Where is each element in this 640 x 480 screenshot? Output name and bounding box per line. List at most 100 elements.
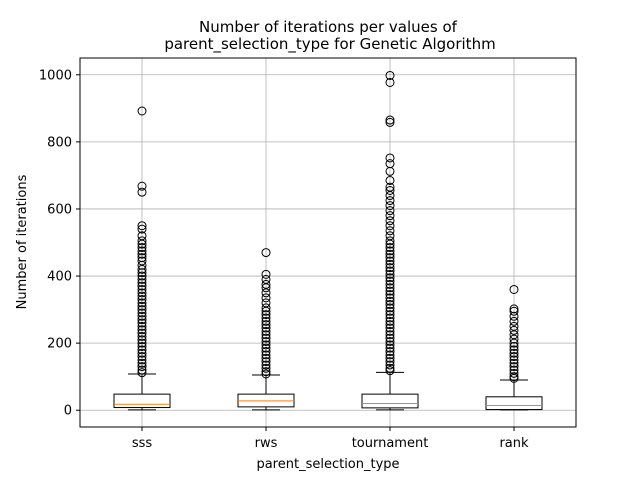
outlier-point <box>385 279 395 289</box>
outlier-point <box>385 353 395 363</box>
outlier-point <box>137 221 147 231</box>
outlier-point <box>137 271 147 281</box>
outlier-point <box>385 343 395 353</box>
outlier-point <box>509 368 519 378</box>
y-tick-label: 0 <box>64 404 72 419</box>
outlier-point <box>509 304 519 314</box>
outlier-point <box>385 77 395 87</box>
chart-title-line-2: parent_selection_type for Genetic Algori… <box>164 35 495 54</box>
outlier-point <box>137 268 147 278</box>
y-tick-label: 1000 <box>39 68 72 83</box>
outlier-point <box>261 336 271 346</box>
outlier-point <box>137 187 147 197</box>
outlier-point <box>385 239 395 249</box>
outlier-point <box>385 175 395 185</box>
outlier-point <box>261 306 271 316</box>
outlier-point <box>385 166 395 176</box>
outlier-point <box>137 281 147 291</box>
outlier-point <box>385 196 395 206</box>
outlier-point <box>385 313 395 323</box>
outlier-point <box>137 331 147 341</box>
outlier-point <box>137 284 147 294</box>
outlier-point <box>137 358 147 368</box>
outlier-point <box>137 106 147 116</box>
outlier-point <box>385 206 395 216</box>
outlier-point <box>385 253 395 263</box>
outlier-point <box>137 274 147 284</box>
outlier-point <box>261 288 271 298</box>
y-tick-label: 400 <box>47 270 72 285</box>
outlier-point <box>509 341 519 351</box>
outlier-point <box>137 338 147 348</box>
outlier-point <box>137 341 147 351</box>
outlier-point <box>385 333 395 343</box>
outlier-point <box>385 289 395 299</box>
outlier-point <box>385 276 395 286</box>
outlier-point <box>385 296 395 306</box>
outlier-point <box>385 306 395 316</box>
y-tick-label: 200 <box>47 337 72 352</box>
outlier-point <box>385 246 395 256</box>
outlier-point <box>261 283 271 293</box>
outlier-point <box>261 310 271 320</box>
outlier-point <box>137 368 147 378</box>
outlier-point <box>261 323 271 333</box>
outlier-point <box>261 340 271 350</box>
outlier-point <box>385 266 395 276</box>
y-axis-label: Number of iterations <box>15 174 30 309</box>
outlier-point <box>137 295 147 305</box>
outlier-point <box>385 115 395 125</box>
outlier-point <box>385 70 395 80</box>
outlier-point <box>509 325 519 335</box>
outlier-point <box>137 246 147 256</box>
outlier-point <box>385 216 395 226</box>
outlier-point <box>137 315 147 325</box>
boxes <box>113 70 543 411</box>
chart-title-line-1: Number of iterations per values of <box>199 18 458 36</box>
outlier-point <box>137 335 147 345</box>
outlier-point <box>385 153 395 163</box>
outlier-point <box>385 366 395 376</box>
outlier-point <box>137 298 147 308</box>
outlier-point <box>137 260 147 270</box>
outlier-point <box>385 256 395 266</box>
outlier-point <box>385 357 395 367</box>
outlier-point <box>137 348 147 358</box>
outlier-point <box>385 226 395 236</box>
outlier-point <box>509 348 519 358</box>
box-rank <box>485 284 543 411</box>
outlier-point <box>137 224 147 234</box>
outlier-point <box>385 263 395 273</box>
outlier-point <box>137 181 147 191</box>
x-tick-label: rank <box>499 436 529 451</box>
outlier-point <box>137 249 147 259</box>
y-tick-label: 600 <box>47 202 72 217</box>
outlier-point <box>261 369 271 379</box>
x-tick-label: sss <box>132 436 153 451</box>
outlier-point <box>137 239 147 249</box>
outlier-point <box>137 311 147 321</box>
outlier-point <box>137 362 147 372</box>
outlier-point <box>137 236 147 246</box>
outlier-point <box>261 353 271 363</box>
outlier-point <box>385 259 395 269</box>
x-axis-label: parent_selection_type <box>256 457 399 472</box>
box-sss <box>113 106 171 411</box>
outlier-point <box>261 326 271 336</box>
axis-ticks: 0 200 400 600 800 1000 sss rws tournament rank <box>39 68 529 451</box>
outlier-point <box>385 201 395 211</box>
outlier-point <box>509 355 519 365</box>
outlier-point <box>137 288 147 298</box>
outlier-point <box>385 186 395 196</box>
outlier-point <box>261 363 271 373</box>
x-tick-label: rws <box>255 436 278 451</box>
outlier-point <box>385 330 395 340</box>
outlier-point <box>137 325 147 335</box>
outlier-point <box>137 328 147 338</box>
outlier-point <box>385 323 395 333</box>
box-iqr <box>485 396 543 411</box>
outlier-point <box>261 313 271 323</box>
outlier-point <box>261 269 271 279</box>
